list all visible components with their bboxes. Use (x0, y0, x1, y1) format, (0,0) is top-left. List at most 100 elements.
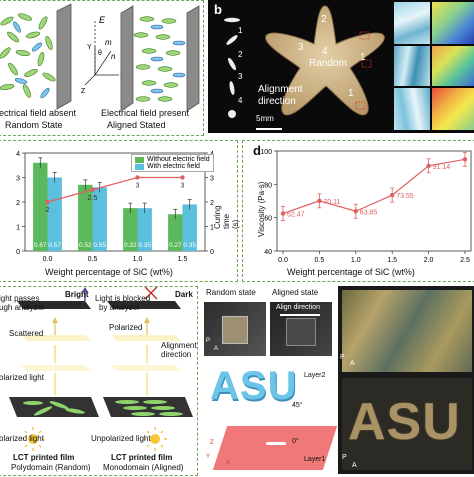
bar-value-label: 0.57 (48, 242, 61, 249)
ytick-label: 4 (16, 151, 20, 158)
curing-time-line (47, 176, 183, 203)
ytick-label: 2 (16, 200, 20, 207)
align-direction-label: Align direction (276, 304, 320, 311)
polarized-label: Polarized (109, 323, 143, 332)
panel-d-chart: 40 60 80 100 0.0 0.5 1.0 1.5 2.0 2.5 62.47 70.11 63.… (260, 149, 472, 264)
arm-number-1b: 1 (348, 88, 354, 99)
legend-label-without: Without electric field (147, 156, 210, 163)
random-label: Random (309, 58, 347, 69)
bar-value-label: 0.35 (183, 242, 196, 249)
alignment-label-2: direction (258, 96, 296, 107)
aligned-particles (133, 16, 181, 102)
alignment-label-1: Alignment (258, 84, 303, 95)
panel-d: d 40 60 80 100 0.0 0.5 1.0 1.5 2.0 2.5 62.47 70.11 6… (242, 140, 474, 282)
pa-axis-p-g: P (340, 354, 345, 361)
viscosity-label: 70.11 (323, 199, 340, 206)
xtick-label: 0.0 (278, 257, 288, 264)
viscosity-point (353, 209, 358, 214)
xtick-label: 1.0 (351, 257, 361, 264)
panel-c-chart: 01234012340.00.670.570.50.520.551.00.320… (16, 151, 214, 263)
arm-number-3: 3 (298, 42, 304, 53)
bar (182, 204, 197, 251)
bright-label: Bright (65, 290, 89, 299)
scale-bar-label: 5mm (256, 114, 274, 123)
micrograph-2 (394, 46, 430, 86)
scale-bar (256, 128, 282, 130)
bar (47, 177, 62, 251)
asu-sample-image: ASU (342, 378, 472, 470)
pa-axis-a-f: A (214, 346, 219, 352)
particle-0 (266, 442, 286, 445)
bar (78, 184, 93, 251)
blocked-label-1: Light is blocked (95, 294, 151, 303)
colormap-2 (432, 46, 474, 86)
panel-g: ASU P A P A (338, 286, 474, 474)
unpolarized-right-label: Unpolarized light (91, 434, 151, 443)
micrograph-1 (394, 2, 430, 44)
passes-label-2: ugh analyzer (0, 303, 45, 312)
layer1-label: Layer1 (304, 456, 326, 463)
curing-time-point (135, 175, 140, 180)
polarizer-left (21, 365, 91, 371)
curing-time-point (45, 199, 50, 205)
viscosity-point (280, 211, 286, 216)
legend-swatch-blue (135, 163, 144, 170)
panel-c-xlabel: Weight percentage of SiC (wt%) (45, 267, 173, 277)
bar-value-label: 0.27 (169, 242, 182, 249)
viscosity-point (390, 192, 395, 198)
unpolarized-left-label: olarized light (0, 434, 44, 443)
axis-y-label: Y (87, 44, 92, 51)
orientation-legend (224, 17, 240, 118)
panel-a-right-caption-2: Aligned Stated (107, 120, 166, 130)
film-right-subtitle: Monodomain (Aligned) (103, 463, 184, 472)
viscosity-line (282, 158, 466, 215)
xtick-label: 0.5 (315, 257, 325, 264)
film-right-title: LCT printed film (111, 453, 173, 462)
panel-d-ylabel: Viscosity (Pa·s) (257, 181, 266, 237)
ytick-right-label: 2 (210, 200, 214, 207)
direction-label-e: direction (161, 350, 192, 359)
xtick-label: 1.0 (133, 256, 143, 263)
viscosity-point (462, 157, 468, 162)
legend-c: Without electric field With electric fie… (131, 154, 214, 172)
theta-label: θ (98, 50, 102, 57)
asu-panel: ASU Layer2 45° 0° Layer1 Z Y X (204, 364, 338, 472)
alignment-label-e: Alignment (161, 341, 197, 350)
panel-a-illustration: E m n θ Y X Z (0, 3, 200, 112)
ytick-label: 40 (264, 249, 272, 256)
scattered-label: Scattered (9, 329, 44, 338)
xtick-label: 1.5 (178, 256, 188, 263)
xtick-label: 0.0 (43, 256, 53, 263)
layer1-plate (212, 426, 338, 470)
legend-swatch-green (135, 156, 144, 163)
ytick-label: 1 (16, 225, 20, 232)
axis-x-f: X (226, 460, 231, 466)
film-left-subtitle: Polydomain (Random) (11, 463, 91, 472)
dark-label: Dark (175, 290, 193, 299)
ytick-label: 60 (264, 216, 272, 223)
xtick-label: 0.5 (88, 256, 98, 263)
bar (33, 162, 48, 251)
blocked-label-2: by analyzer (99, 303, 140, 312)
sun-icon-right (143, 427, 167, 451)
curing-time-label: 3 (181, 183, 185, 190)
iridescent-film-top (342, 290, 472, 372)
random-state-image (204, 302, 266, 356)
legend-number-1: 1 (238, 26, 243, 35)
right-electrode-plate-2 (186, 5, 200, 112)
bar-value-label: 0.52 (79, 242, 92, 249)
panel-d-letter: d (253, 143, 261, 158)
panel-f: Random state Aligned state Align directi… (200, 286, 338, 474)
scattered-film (21, 335, 91, 341)
align-direction-arrow (280, 314, 320, 316)
bar (92, 187, 107, 251)
xtick-label: 1.5 (387, 257, 397, 264)
pa-axis-p-g2: P (342, 454, 347, 461)
bar-value-label: 0.35 (138, 242, 151, 249)
panel-a-left-caption-2: Random State (5, 120, 63, 130)
ytick-label: 100 (260, 149, 272, 156)
curing-time-point (180, 175, 185, 180)
curing-time-point (90, 187, 95, 192)
bar (123, 208, 138, 251)
colormap-1 (432, 2, 474, 44)
